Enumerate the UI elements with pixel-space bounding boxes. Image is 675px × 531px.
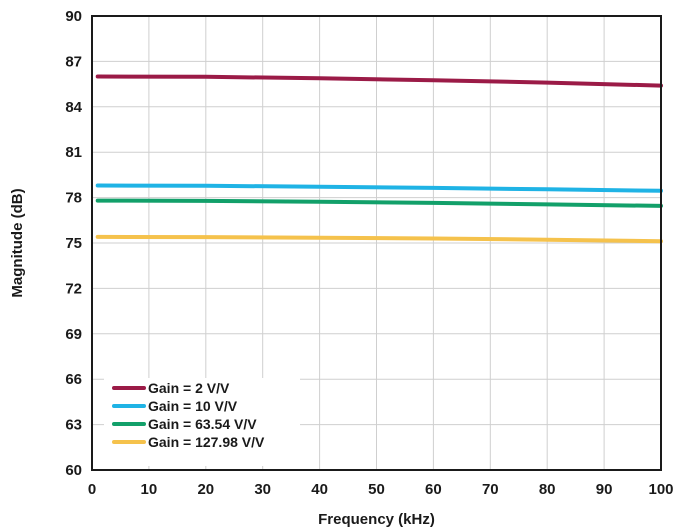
x-tick-label: 80 <box>539 481 556 498</box>
y-tick-label: 66 <box>65 371 82 388</box>
y-tick-label: 81 <box>65 144 82 161</box>
plot-frame <box>91 15 662 471</box>
series-line-2 <box>95 198 663 208</box>
y-tick-label: 60 <box>65 462 82 479</box>
x-tick-label: 20 <box>197 481 214 498</box>
y-tick-label: 78 <box>65 190 82 207</box>
y-tick-label: 84 <box>65 99 82 116</box>
axis-ticks: 0 10 20 30 40 50 60 70 80 90 100 60 63 66 69 72 75 78 81 84… <box>65 8 673 498</box>
legend-label-3: Gain = 127.98 V/V <box>148 434 265 450</box>
x-tick-label: 30 <box>254 481 271 498</box>
x-tick-label: 50 <box>368 481 385 498</box>
legend-label-0: Gain = 2 V/V <box>148 380 230 396</box>
y-tick-label: 75 <box>65 235 82 252</box>
x-tick-label: 90 <box>596 481 613 498</box>
legend: Gain = 2 V/V Gain = 10 V/V Gain = 63.54 V/… <box>104 378 300 466</box>
y-tick-label: 90 <box>65 8 82 25</box>
series-lines <box>95 74 663 244</box>
x-axis-title: Frequency (kHz) <box>318 511 435 528</box>
series-line-1 <box>95 183 663 193</box>
legend-label-2: Gain = 63.54 V/V <box>148 416 257 432</box>
y-tick-label: 63 <box>65 417 82 434</box>
x-tick-label: 40 <box>311 481 328 498</box>
y-tick-label: 69 <box>65 326 82 343</box>
x-tick-label: 100 <box>648 481 673 498</box>
y-tick-label: 87 <box>65 53 82 70</box>
x-tick-label: 70 <box>482 481 499 498</box>
x-tick-label: 0 <box>88 481 96 498</box>
series-line-0 <box>95 74 663 88</box>
y-tick-label: 72 <box>65 280 82 297</box>
legend-label-1: Gain = 10 V/V <box>148 398 238 414</box>
x-tick-label: 60 <box>425 481 442 498</box>
series-line-3 <box>95 234 663 244</box>
y-axis-title: Magnitude (dB) <box>9 188 26 297</box>
x-tick-label: 10 <box>141 481 158 498</box>
